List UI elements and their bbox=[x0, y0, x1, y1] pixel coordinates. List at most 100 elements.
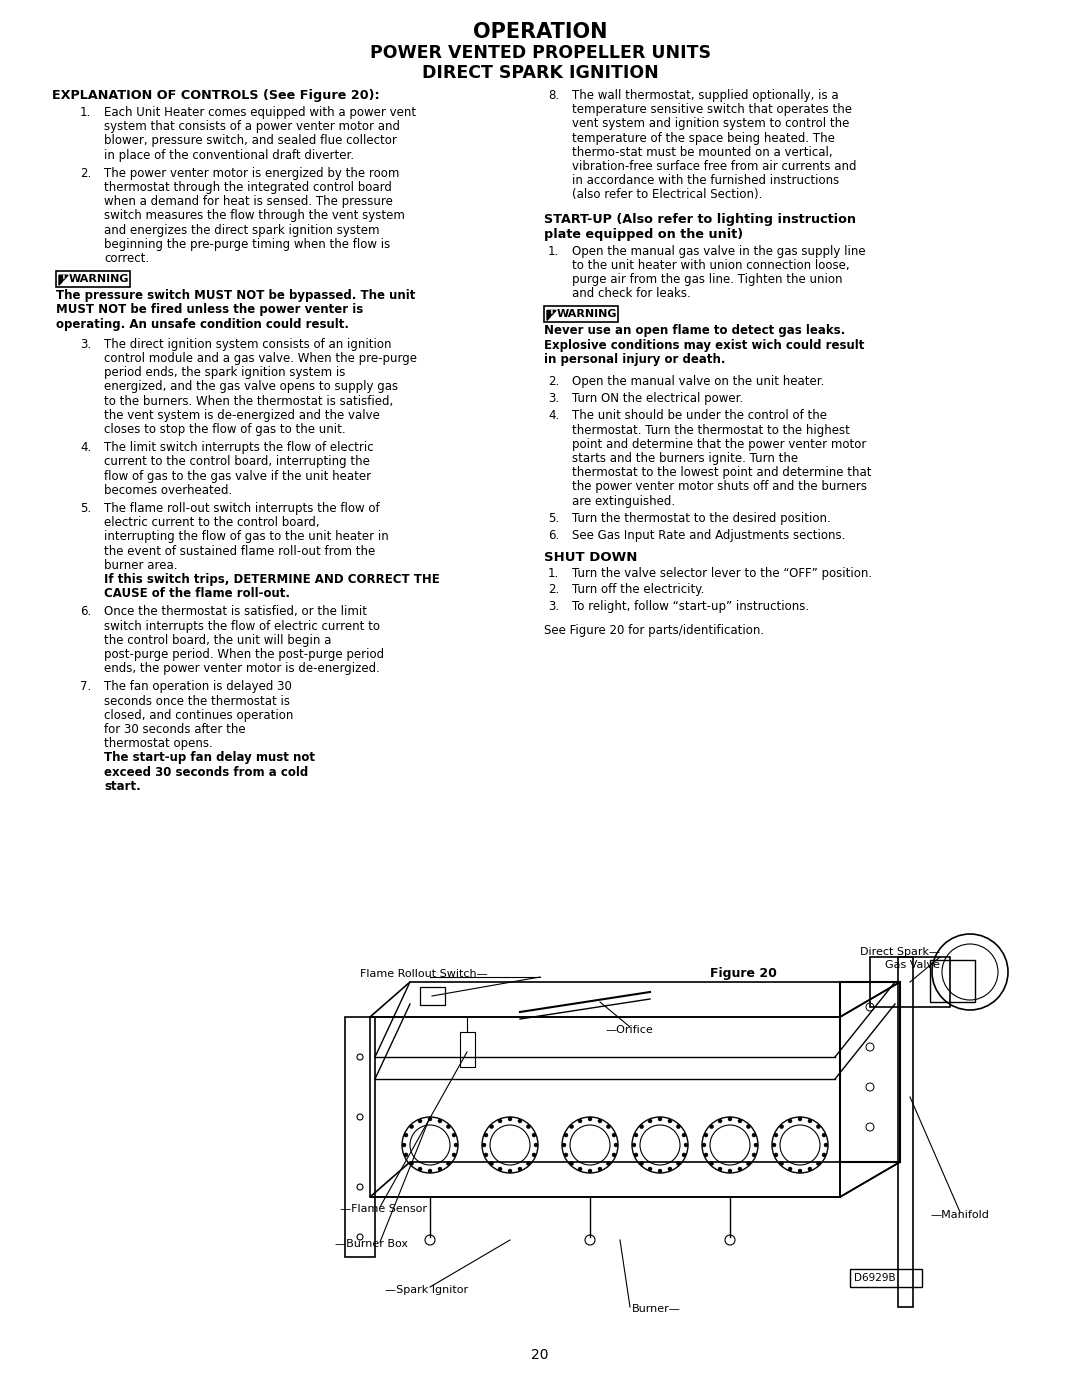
Text: post-purge period. When the post-purge period: post-purge period. When the post-purge p… bbox=[104, 648, 384, 661]
Circle shape bbox=[606, 1161, 610, 1165]
Text: operating. An unsafe condition could result.: operating. An unsafe condition could res… bbox=[56, 317, 349, 331]
Text: 1.: 1. bbox=[548, 567, 559, 580]
Circle shape bbox=[788, 1119, 792, 1123]
Circle shape bbox=[404, 1133, 408, 1137]
Bar bbox=[56, 271, 130, 288]
Text: current to the control board, interrupting the: current to the control board, interrupti… bbox=[104, 455, 369, 468]
Text: system that consists of a power venter motor and: system that consists of a power venter m… bbox=[104, 120, 400, 133]
Circle shape bbox=[615, 1143, 618, 1147]
Circle shape bbox=[676, 1161, 680, 1165]
Text: closed, and continues operation: closed, and continues operation bbox=[104, 708, 294, 722]
Text: Figure 20: Figure 20 bbox=[710, 967, 777, 981]
Text: temperature of the space being heated. The: temperature of the space being heated. T… bbox=[572, 131, 835, 145]
Text: Each Unit Heater comes equipped with a power vent: Each Unit Heater comes equipped with a p… bbox=[104, 106, 416, 119]
Circle shape bbox=[612, 1153, 616, 1157]
Bar bbox=[930, 960, 975, 1002]
Text: 6.: 6. bbox=[80, 605, 91, 619]
Circle shape bbox=[658, 1118, 662, 1120]
Text: in place of the conventional draft diverter.: in place of the conventional draft diver… bbox=[104, 148, 354, 162]
Circle shape bbox=[526, 1125, 530, 1129]
Text: seconds once the thermostat is: seconds once the thermostat is bbox=[104, 694, 291, 708]
Circle shape bbox=[808, 1119, 812, 1123]
Text: ends, the power venter motor is de-energized.: ends, the power venter motor is de-energ… bbox=[104, 662, 380, 675]
Circle shape bbox=[683, 1153, 686, 1157]
Circle shape bbox=[798, 1169, 802, 1173]
Text: and check for leaks.: and check for leaks. bbox=[572, 288, 691, 300]
Text: closes to stop the flow of gas to the unit.: closes to stop the flow of gas to the un… bbox=[104, 423, 346, 436]
Text: The wall thermostat, supplied optionally, is a: The wall thermostat, supplied optionally… bbox=[572, 89, 839, 102]
Text: 2.: 2. bbox=[548, 584, 559, 597]
Text: switch interrupts the flow of electric current to: switch interrupts the flow of electric c… bbox=[104, 620, 380, 633]
Text: The unit should be under the control of the: The unit should be under the control of … bbox=[572, 409, 827, 422]
Circle shape bbox=[532, 1153, 536, 1157]
Text: See Figure 20 for parts/identification.: See Figure 20 for parts/identification. bbox=[544, 624, 765, 637]
Circle shape bbox=[418, 1166, 422, 1171]
Text: CAUSE of the flame roll-out.: CAUSE of the flame roll-out. bbox=[104, 587, 291, 601]
Text: —Manifold: —Manifold bbox=[930, 1210, 989, 1220]
Bar bbox=[460, 1032, 475, 1067]
Text: in accordance with the furnished instructions: in accordance with the furnished instruc… bbox=[572, 175, 839, 187]
Text: SHUT DOWN: SHUT DOWN bbox=[544, 552, 637, 564]
Circle shape bbox=[453, 1133, 456, 1137]
Text: burner area.: burner area. bbox=[104, 559, 177, 571]
Text: The start-up fan delay must not: The start-up fan delay must not bbox=[104, 752, 315, 764]
Text: interrupting the flow of gas to the unit heater in: interrupting the flow of gas to the unit… bbox=[104, 531, 389, 543]
Text: when a demand for heat is sensed. The pressure: when a demand for heat is sensed. The pr… bbox=[104, 196, 393, 208]
Circle shape bbox=[780, 1125, 784, 1129]
Circle shape bbox=[562, 1143, 566, 1147]
Text: 6.: 6. bbox=[548, 529, 559, 542]
Circle shape bbox=[438, 1119, 442, 1123]
Circle shape bbox=[564, 1133, 568, 1137]
Circle shape bbox=[816, 1161, 821, 1165]
Circle shape bbox=[484, 1153, 488, 1157]
Text: thermostat to the lowest point and determine that: thermostat to the lowest point and deter… bbox=[572, 467, 872, 479]
Text: for 30 seconds after the: for 30 seconds after the bbox=[104, 724, 245, 736]
Text: —Orifice: —Orifice bbox=[605, 1025, 652, 1035]
Text: !: ! bbox=[550, 310, 554, 320]
Circle shape bbox=[667, 1166, 672, 1171]
Circle shape bbox=[588, 1118, 592, 1120]
Text: to the burners. When the thermostat is satisfied,: to the burners. When the thermostat is s… bbox=[104, 394, 393, 408]
Circle shape bbox=[428, 1118, 432, 1120]
Text: 3.: 3. bbox=[548, 393, 559, 405]
Circle shape bbox=[774, 1153, 778, 1157]
Circle shape bbox=[569, 1161, 573, 1165]
Text: thermo-stat must be mounted on a vertical,: thermo-stat must be mounted on a vertica… bbox=[572, 145, 833, 159]
Bar bbox=[870, 957, 950, 1007]
Text: Turn off the electricity.: Turn off the electricity. bbox=[572, 584, 704, 597]
Text: POWER VENTED PROPELLER UNITS: POWER VENTED PROPELLER UNITS bbox=[369, 43, 711, 61]
Circle shape bbox=[409, 1161, 414, 1165]
Text: Direct Spark—: Direct Spark— bbox=[860, 947, 940, 957]
Text: —Flame Sensor: —Flame Sensor bbox=[340, 1204, 427, 1214]
Circle shape bbox=[746, 1161, 751, 1165]
Circle shape bbox=[569, 1125, 573, 1129]
Circle shape bbox=[780, 1161, 784, 1165]
Circle shape bbox=[498, 1119, 502, 1123]
Text: 1.: 1. bbox=[548, 244, 559, 257]
Circle shape bbox=[772, 1143, 777, 1147]
Text: D6929B: D6929B bbox=[854, 1273, 895, 1282]
Circle shape bbox=[578, 1166, 582, 1171]
Circle shape bbox=[639, 1125, 644, 1129]
Circle shape bbox=[728, 1118, 732, 1120]
Bar bbox=[420, 988, 445, 1004]
Circle shape bbox=[526, 1161, 530, 1165]
Circle shape bbox=[482, 1143, 486, 1147]
Circle shape bbox=[518, 1119, 522, 1123]
Circle shape bbox=[564, 1153, 568, 1157]
Text: thermostat. Turn the thermostat to the highest: thermostat. Turn the thermostat to the h… bbox=[572, 423, 850, 437]
Text: Open the manual gas valve in the gas supply line: Open the manual gas valve in the gas sup… bbox=[572, 244, 866, 257]
Text: MUST NOT be fired unless the power venter is: MUST NOT be fired unless the power vente… bbox=[56, 303, 363, 316]
Circle shape bbox=[788, 1166, 792, 1171]
Text: starts and the burners ignite. Turn the: starts and the burners ignite. Turn the bbox=[572, 453, 798, 465]
Text: Never use an open flame to detect gas leaks.: Never use an open flame to detect gas le… bbox=[544, 324, 846, 338]
Text: vent system and ignition system to control the: vent system and ignition system to contr… bbox=[572, 117, 849, 130]
Circle shape bbox=[518, 1166, 522, 1171]
Text: Turn the thermostat to the desired position.: Turn the thermostat to the desired posit… bbox=[572, 511, 831, 525]
Circle shape bbox=[508, 1118, 512, 1120]
Circle shape bbox=[438, 1166, 442, 1171]
Text: period ends, the spark ignition system is: period ends, the spark ignition system i… bbox=[104, 366, 346, 379]
Text: Turn ON the electrical power.: Turn ON the electrical power. bbox=[572, 393, 743, 405]
Circle shape bbox=[632, 1143, 636, 1147]
Circle shape bbox=[704, 1153, 708, 1157]
